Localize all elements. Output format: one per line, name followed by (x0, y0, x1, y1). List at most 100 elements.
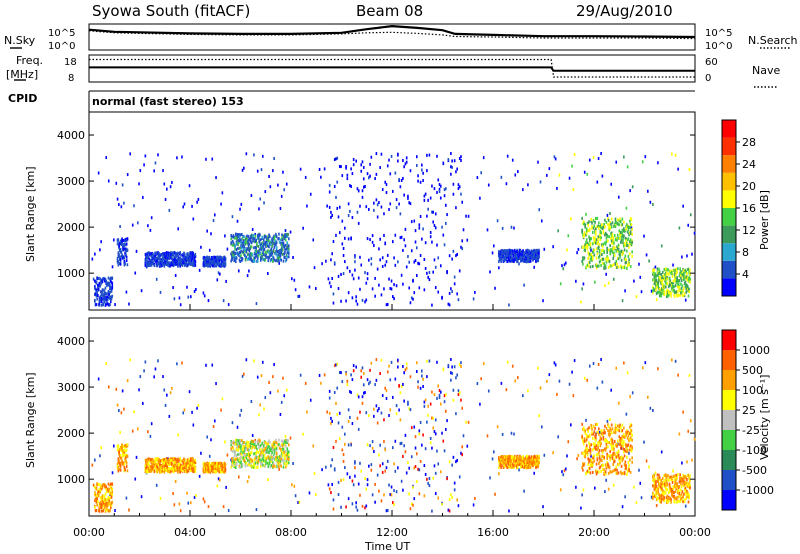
power-cell (671, 152, 673, 156)
power-cell (433, 224, 436, 228)
power-cell (350, 237, 352, 241)
power-cell (271, 252, 273, 256)
power-cell (286, 255, 289, 259)
velocity-cell (192, 460, 194, 464)
velocity-cell (259, 444, 262, 448)
velocity-cell (381, 470, 384, 474)
power-cell (434, 226, 437, 230)
velocity-cell (419, 386, 422, 390)
power-cell (525, 255, 527, 259)
velocity-cell (294, 494, 297, 498)
velocity-cell (366, 478, 369, 482)
velocity-cell (415, 370, 418, 374)
power-cell (633, 279, 635, 283)
power-cell (260, 242, 263, 246)
velocity-cell (520, 459, 523, 463)
velocity-cell (558, 379, 561, 383)
velocity-cell (374, 383, 376, 387)
velocity-cell (144, 360, 147, 364)
power-cell (603, 262, 605, 266)
velocity-cell (342, 478, 345, 482)
power-cell (181, 263, 184, 267)
velocity-cell (349, 415, 351, 419)
power-cell (613, 224, 615, 228)
power-cell (596, 264, 599, 268)
velocity-cell (255, 508, 258, 512)
power-cell (287, 250, 290, 254)
power-cell (333, 261, 336, 265)
power-cell (122, 246, 125, 250)
velocity-cell (507, 460, 509, 464)
power-cell (498, 266, 500, 270)
power-cell (619, 236, 621, 240)
power-cell (418, 223, 421, 227)
velocity-cell (265, 441, 267, 445)
power-cell (571, 164, 573, 168)
power-cell (573, 153, 576, 157)
power-cell (189, 257, 191, 261)
power-cell (187, 295, 190, 299)
power-cell (445, 203, 447, 207)
velocity-cell (520, 455, 522, 459)
velocity-cell (232, 441, 235, 445)
velocity-cell (403, 371, 405, 375)
power-cell (108, 292, 111, 296)
power-cell (520, 249, 522, 253)
power-cell (281, 238, 284, 242)
power-cell (588, 220, 590, 224)
power-cell (159, 290, 162, 294)
power-cell (119, 225, 121, 229)
colorbar-tick-label: 4 (742, 268, 749, 281)
velocity-cell (434, 471, 437, 475)
power-cell (232, 250, 235, 254)
power-cell (623, 234, 625, 238)
velocity-cell (335, 363, 337, 367)
power-cell (456, 292, 458, 296)
power-cell (667, 293, 670, 297)
velocity-cell (337, 421, 340, 425)
power-cell (576, 251, 578, 255)
velocity-cell (272, 375, 274, 379)
power-cell (557, 229, 559, 233)
velocity-cell (274, 447, 276, 451)
power-cell (273, 245, 276, 249)
power-cell (588, 260, 591, 264)
power-cell (264, 242, 267, 246)
velocity-cell (385, 389, 388, 393)
power-cell (245, 250, 248, 254)
power-cell (598, 248, 601, 252)
power-cell (241, 241, 244, 245)
power-cell (670, 294, 672, 298)
power-cell (270, 257, 273, 261)
power-cell (207, 299, 210, 303)
power-cell (366, 172, 369, 176)
velocity-cell (354, 466, 356, 470)
power-cell (104, 292, 107, 296)
power-cell (616, 238, 618, 242)
power-cell (426, 169, 428, 173)
velocity-cell (219, 478, 221, 482)
velocity-cell (120, 449, 123, 453)
power-cell (678, 226, 681, 230)
velocity-cell (597, 363, 600, 367)
power-cell (341, 242, 344, 246)
velocity-cell (178, 466, 181, 470)
power-cell (582, 282, 585, 286)
velocity-cell (205, 363, 207, 367)
power-cell (410, 249, 413, 253)
power-cell (238, 246, 241, 250)
velocity-cell (112, 444, 115, 448)
power-cell (446, 271, 448, 275)
power-cell (607, 281, 610, 285)
power-cell (590, 252, 593, 256)
velocity-cell (126, 454, 129, 458)
power-cell (158, 251, 160, 255)
power-cell (681, 284, 684, 288)
velocity-cell (125, 496, 128, 500)
power-cell (385, 183, 388, 187)
velocity-cell (261, 441, 264, 445)
velocity-cell (451, 371, 453, 375)
power-cell (149, 228, 152, 232)
power-cell (240, 241, 242, 245)
